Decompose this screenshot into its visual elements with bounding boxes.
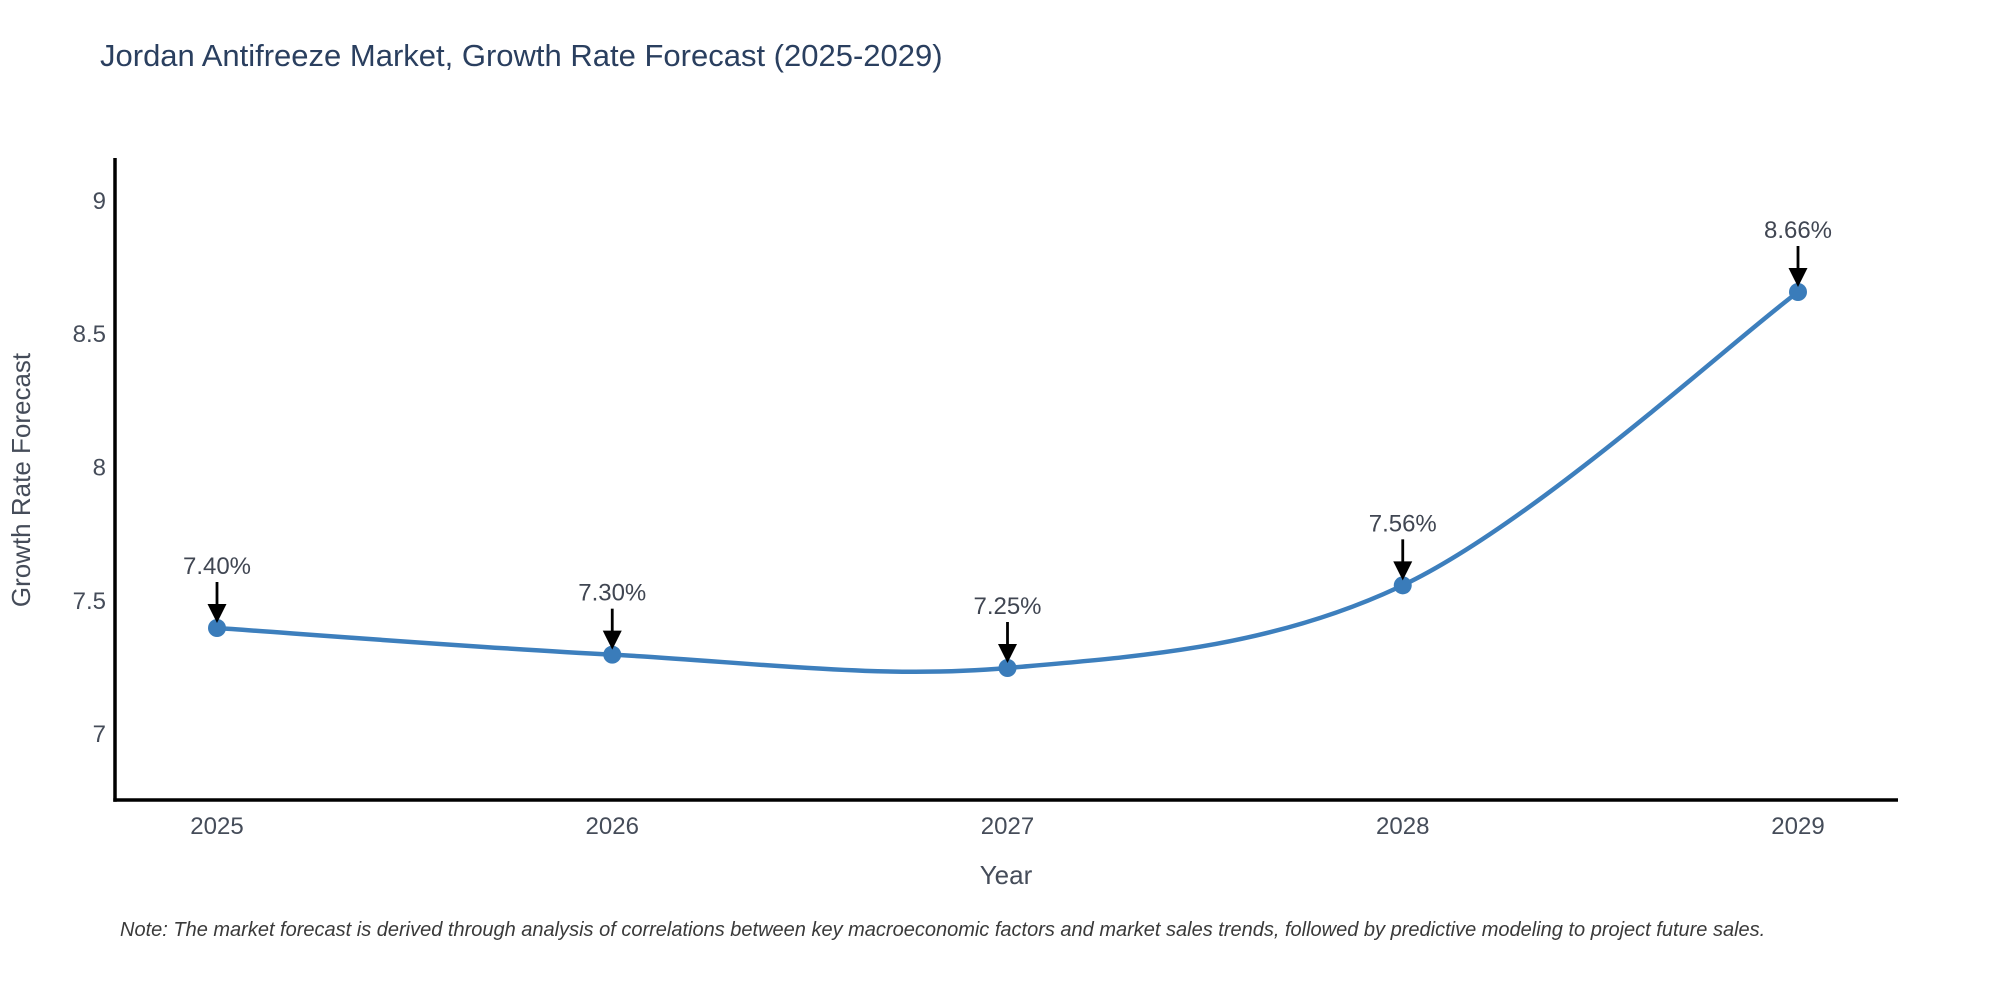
data-point [998, 659, 1017, 677]
x-tick-label: 2026 [586, 813, 639, 840]
annotation-arrowhead [1788, 267, 1808, 287]
footnote: Note: The market forecast is derived thr… [120, 919, 1765, 941]
y-tick-label: 8.5 [73, 321, 106, 348]
annotation-arrowhead [602, 630, 622, 650]
y-tick-label: 7.5 [73, 588, 106, 615]
data-point-label: 8.66% [1764, 217, 1832, 244]
plot-area: 7 7.5 8 8.5 9 2025 2026 2027 2028 2029 7.40% 7.30% 7… [73, 158, 1898, 840]
data-point [208, 618, 226, 637]
annotation-arrowhead [207, 603, 227, 623]
data-point-label: 7.40% [183, 553, 251, 580]
forecast-line [214, 289, 1801, 674]
annotation-arrowhead [1393, 561, 1413, 581]
data-point-label: 7.56% [1369, 510, 1437, 537]
chart-title: Jordan Antifreeze Market, Growth Rate Fo… [100, 38, 943, 73]
y-axis-title: Growth Rate Forecast [6, 352, 36, 607]
x-axis-title: Year [980, 860, 1033, 890]
x-tick-label: 2027 [981, 813, 1034, 840]
x-tick-label: 2025 [190, 813, 243, 840]
y-tick-label: 7 [93, 721, 106, 748]
data-point [1393, 576, 1412, 595]
y-tick-label: 8 [93, 454, 106, 481]
data-point-label: 7.30% [578, 580, 646, 607]
data-point [1789, 282, 1807, 301]
x-tick-label: 2028 [1376, 813, 1429, 840]
data-point-label: 7.25% [973, 593, 1041, 620]
x-tick-label: 2029 [1771, 813, 1824, 840]
data-point [603, 645, 622, 664]
annotation-arrowhead [998, 644, 1017, 663]
y-tick-label: 9 [93, 188, 106, 215]
